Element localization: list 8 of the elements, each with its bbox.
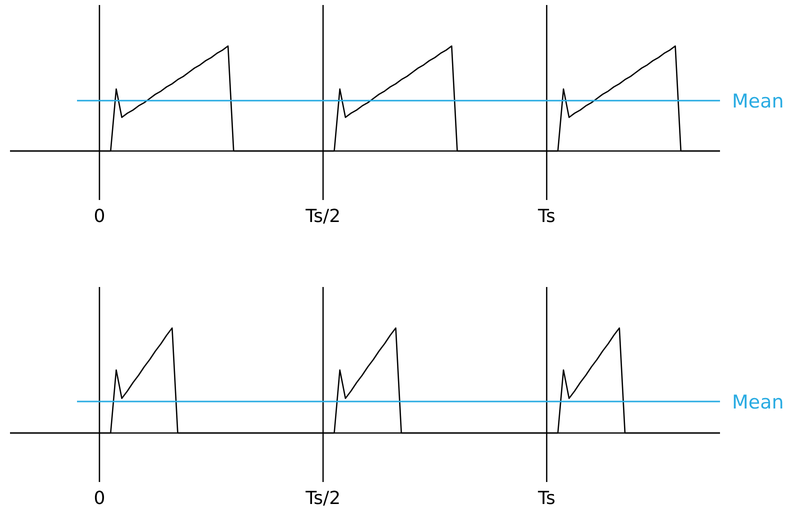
x-tick-label: Ts [536,488,556,509]
x-tick-label: Ts/2 [304,488,341,509]
x-tick-label: Ts/2 [304,206,341,227]
x-tick-label: 0 [94,206,106,227]
x-tick-label: 0 [94,488,106,509]
ref-line-label: Mean [732,392,784,414]
ref-line-label: Mean [732,90,784,113]
x-tick-label: Ts [536,206,556,227]
